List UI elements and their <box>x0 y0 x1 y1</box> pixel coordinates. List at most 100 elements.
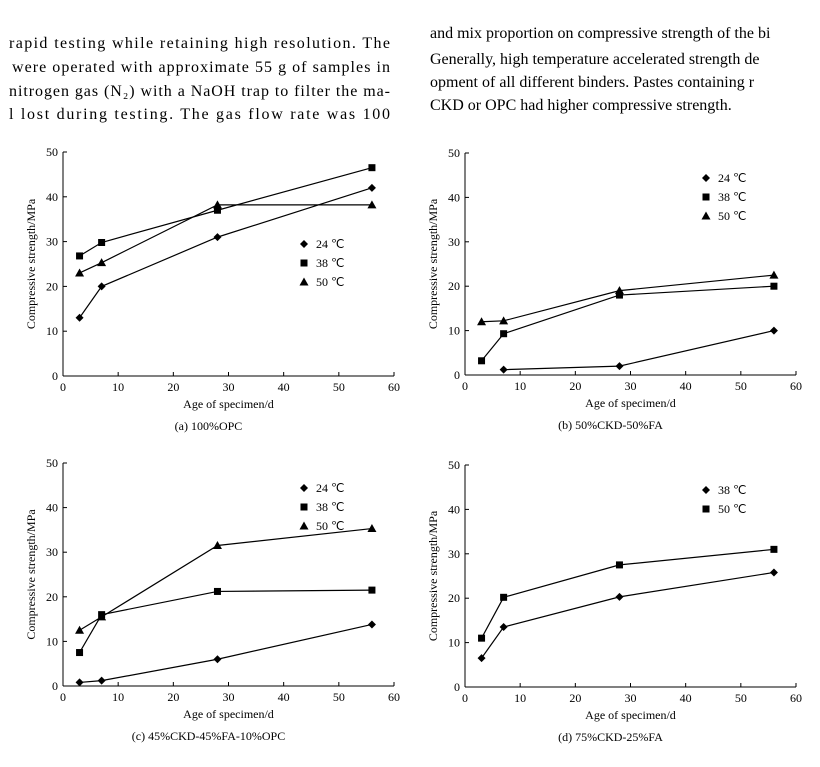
x-tick-label: 10 <box>112 690 124 704</box>
marker <box>478 357 486 365</box>
legend-label: 24 ℃ <box>316 481 344 495</box>
legend-label: 38 ℃ <box>316 256 344 270</box>
marker <box>500 593 508 601</box>
marker <box>75 268 85 277</box>
legend-label: 50 ℃ <box>718 209 746 223</box>
marker <box>614 286 624 295</box>
legend-label: 50 ℃ <box>316 275 344 289</box>
paragraph-line: rapid testing while retaining high resol… <box>9 35 390 52</box>
y-axis-label: Compressive strength/MPa <box>426 198 440 329</box>
y-tick-label: 40 <box>448 502 460 516</box>
marker <box>75 313 84 322</box>
y-tick-label: 20 <box>46 590 58 604</box>
marker <box>477 654 486 663</box>
paragraph-line: CKD or OPC had higher compressive streng… <box>430 97 732 114</box>
series-line <box>79 187 373 319</box>
x-tick-label: 30 <box>625 691 637 705</box>
y-tick-label: 0 <box>454 368 460 382</box>
y-tick-label: 30 <box>448 547 460 561</box>
marker <box>769 270 779 279</box>
paragraph-line: opment of all different binders. Pastes … <box>430 74 755 91</box>
x-tick-label: 0 <box>60 690 66 704</box>
series-line <box>481 548 774 639</box>
legend-marker <box>300 484 308 492</box>
legend-marker <box>702 174 710 182</box>
x-tick-label: 40 <box>680 691 692 705</box>
y-tick-label: 10 <box>46 324 58 338</box>
marker <box>499 316 509 325</box>
marker <box>769 568 778 577</box>
y-tick-label: 50 <box>448 146 460 160</box>
marker <box>213 206 221 214</box>
marker <box>615 362 624 371</box>
marker <box>499 623 508 632</box>
y-tick-label: 0 <box>52 679 58 693</box>
x-tick-label: 20 <box>569 379 581 393</box>
marker <box>770 545 778 553</box>
marker <box>478 634 486 642</box>
paragraph-line: nitrogen gas (N₂) with a NaOH trap to fi… <box>9 83 390 100</box>
marker <box>97 258 107 267</box>
marker <box>477 317 487 326</box>
x-tick-label: 40 <box>278 690 290 704</box>
x-tick-label: 50 <box>735 691 747 705</box>
x-tick-label: 0 <box>60 380 66 394</box>
x-tick-label: 0 <box>462 379 468 393</box>
x-tick-label: 30 <box>223 380 235 394</box>
paragraph-line: and mix proportion on compressive streng… <box>430 25 771 42</box>
series-line <box>481 571 775 659</box>
legend-marker <box>300 503 308 511</box>
y-tick-label: 50 <box>448 458 460 472</box>
x-tick-label: 10 <box>514 379 526 393</box>
marker <box>367 620 376 629</box>
series-line <box>79 589 372 653</box>
marker <box>615 561 623 569</box>
y-tick-label: 30 <box>46 235 58 249</box>
marker <box>76 252 84 260</box>
paragraph-line: Generally, high temperature accelerated … <box>430 51 759 68</box>
caption: (d) 75%CKD-25%FA <box>558 730 663 744</box>
caption: (a) 100%OPC <box>175 419 243 433</box>
caption: (c) 45%CKD-45%FA-10%OPC <box>132 729 285 743</box>
marker <box>367 183 376 192</box>
marker <box>615 592 624 601</box>
x-tick-label: 40 <box>278 380 290 394</box>
legend-label: 24 ℃ <box>316 237 344 251</box>
marker <box>75 678 84 687</box>
x-tick-label: 50 <box>333 690 345 704</box>
y-axis-label: Compressive strength/MPa <box>24 198 38 329</box>
marker <box>212 541 222 550</box>
legend-marker <box>300 259 308 267</box>
legend-label: 24 ℃ <box>718 171 746 185</box>
y-tick-label: 20 <box>448 591 460 605</box>
y-tick-label: 30 <box>448 235 460 249</box>
legend-label: 38 ℃ <box>718 190 746 204</box>
y-tick-label: 40 <box>46 501 58 515</box>
marker <box>615 291 623 299</box>
y-tick-label: 40 <box>46 190 58 204</box>
y-tick-label: 10 <box>46 634 58 648</box>
marker <box>770 282 778 290</box>
legend-label: 38 ℃ <box>316 500 344 514</box>
legend-marker <box>702 486 710 494</box>
legend-label: 50 ℃ <box>718 502 746 516</box>
series-line <box>481 285 774 362</box>
y-tick-label: 50 <box>46 145 58 159</box>
marker <box>368 164 376 172</box>
y-tick-label: 50 <box>46 456 58 470</box>
x-tick-label: 60 <box>790 379 802 393</box>
x-tick-label: 20 <box>167 380 179 394</box>
x-tick-label: 10 <box>112 380 124 394</box>
x-tick-label: 30 <box>625 379 637 393</box>
series-line <box>79 623 373 684</box>
legend-marker <box>702 193 710 201</box>
y-tick-label: 0 <box>454 680 460 694</box>
caption: (b) 50%CKD-50%FA <box>558 418 663 432</box>
series-line <box>481 274 774 323</box>
x-tick-label: 60 <box>388 690 400 704</box>
y-tick-label: 20 <box>46 279 58 293</box>
legend-marker <box>299 277 309 286</box>
x-axis-label: Age of specimen/d <box>183 397 274 411</box>
